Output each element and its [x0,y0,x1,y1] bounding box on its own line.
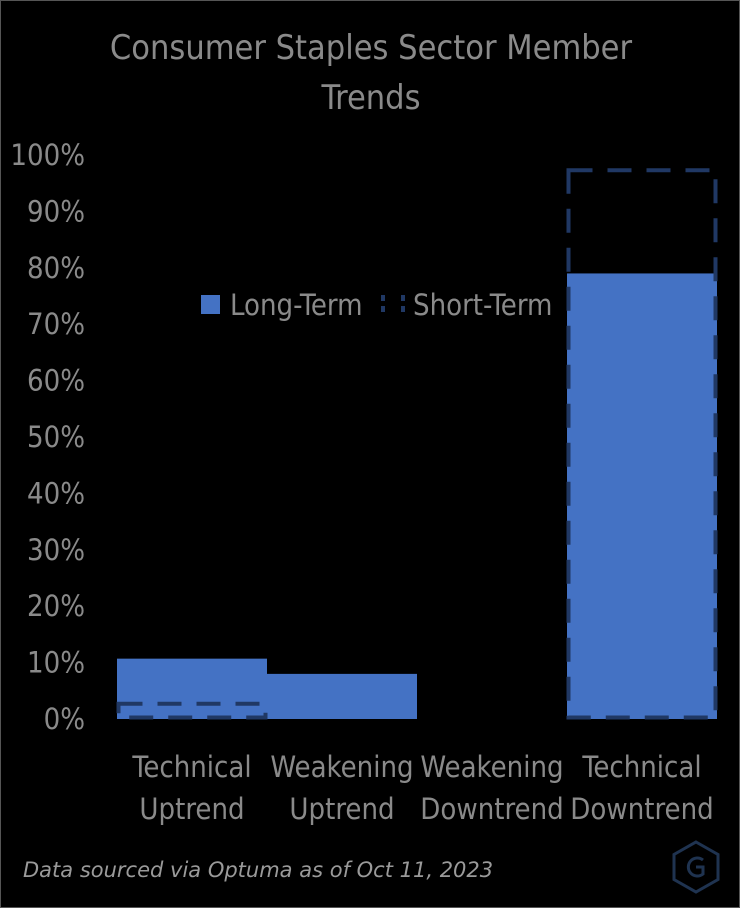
x-tick-label: Weakening [420,750,563,784]
bar-long-term [117,658,267,719]
y-tick-label: 100% [10,138,85,172]
y-tick-label: 20% [27,589,85,623]
chart-title: Consumer Staples Sector Member Trends [109,28,633,118]
hexagon-g-logo-icon [672,840,720,894]
legend-swatch-long-term [201,295,220,314]
y-tick-label: 10% [27,646,85,680]
y-tick-label: 40% [27,476,85,510]
x-tick-label: Downtrend [420,792,563,826]
y-tick-label: 50% [27,420,85,454]
y-tick-label: 60% [27,364,85,398]
bar-short-term [116,701,268,720]
x-tick-label: Downtrend [570,792,713,826]
x-tick-label: Weakening [270,750,413,784]
legend-label-long-term: Long-Term [230,288,363,322]
y-tick-label: 90% [27,194,85,228]
x-tick-label: Uptrend [289,792,394,826]
x-tick-label: Technical [131,750,251,784]
y-tick-label: 80% [27,251,85,285]
bar-short-term [566,168,718,720]
y-tick-label: 70% [27,307,85,341]
x-tick-label: Uptrend [139,792,244,826]
y-tick-label: 0% [44,702,85,736]
source-note: Data sourced via Optuma as of Oct 11, 20… [23,858,494,882]
x-tick-label: Technical [581,750,701,784]
bar-long-term [267,673,417,719]
bar-long-term [567,273,717,719]
legend-label-short-term: Short-Term [413,288,552,322]
y-tick-label: 30% [27,533,85,567]
